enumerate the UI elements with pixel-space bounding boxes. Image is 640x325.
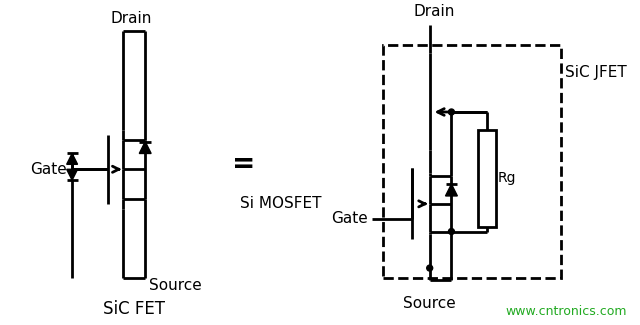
Polygon shape	[445, 184, 458, 196]
Circle shape	[449, 228, 454, 234]
Polygon shape	[67, 169, 77, 180]
Text: =: =	[232, 150, 256, 178]
Text: Gate: Gate	[331, 211, 367, 226]
Text: SiC FET: SiC FET	[103, 300, 165, 318]
Text: Drain: Drain	[111, 11, 152, 26]
Text: Source: Source	[149, 278, 202, 293]
Polygon shape	[67, 153, 77, 164]
Polygon shape	[140, 142, 151, 153]
Text: Drain: Drain	[414, 4, 455, 19]
Text: Rg: Rg	[498, 171, 516, 185]
Bar	[478, 130, 496, 227]
Circle shape	[449, 109, 454, 115]
Text: SiC JFET: SiC JFET	[565, 65, 627, 80]
Text: Source: Source	[403, 296, 456, 311]
Text: www.cntronics.com: www.cntronics.com	[506, 305, 627, 318]
Circle shape	[427, 265, 433, 271]
Text: Si MOSFET: Si MOSFET	[239, 196, 321, 211]
Text: Gate: Gate	[31, 162, 67, 177]
